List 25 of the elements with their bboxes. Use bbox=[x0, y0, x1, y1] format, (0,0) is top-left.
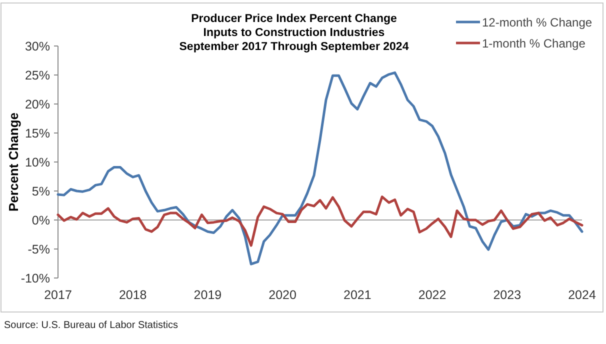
y-tick-label: 20% bbox=[24, 98, 50, 112]
source-note: Source: U.S. Bureau of Labor Statistics bbox=[4, 320, 178, 331]
x-tick-label: 2019 bbox=[194, 288, 222, 302]
legend-label: 1-month % Change bbox=[482, 36, 586, 50]
y-tick-label: 5% bbox=[32, 184, 50, 198]
y-tick-label: -5% bbox=[28, 242, 50, 256]
y-tick-label: 25% bbox=[24, 68, 50, 82]
y-axis-title: Percent Change bbox=[6, 112, 21, 212]
x-tick-label: 2023 bbox=[493, 288, 522, 302]
y-tick-label: 15% bbox=[24, 126, 50, 140]
x-tick-label: 2017 bbox=[44, 288, 72, 302]
x-tick-label: 2022 bbox=[418, 288, 446, 302]
x-tick-label: 2018 bbox=[118, 288, 147, 302]
x-tick-label: 2021 bbox=[344, 288, 372, 302]
chart-title: Producer Price Index Percent Change bbox=[191, 13, 397, 25]
y-tick-label: -10% bbox=[20, 272, 50, 286]
line-series bbox=[56, 196, 584, 247]
y-tick-label: 0% bbox=[32, 214, 50, 228]
x-tick-label: 2024 bbox=[568, 288, 596, 302]
chart-subtitle: Inputs to Construction Industries September 2017 Through September 2024 bbox=[179, 27, 410, 53]
y-tick-label: 10% bbox=[24, 156, 50, 170]
y-tick-label: 30% bbox=[24, 40, 50, 54]
x-tick-label: 2020 bbox=[268, 288, 297, 302]
line-series bbox=[56, 71, 584, 266]
legend-label: 12-month % Change bbox=[482, 16, 592, 30]
